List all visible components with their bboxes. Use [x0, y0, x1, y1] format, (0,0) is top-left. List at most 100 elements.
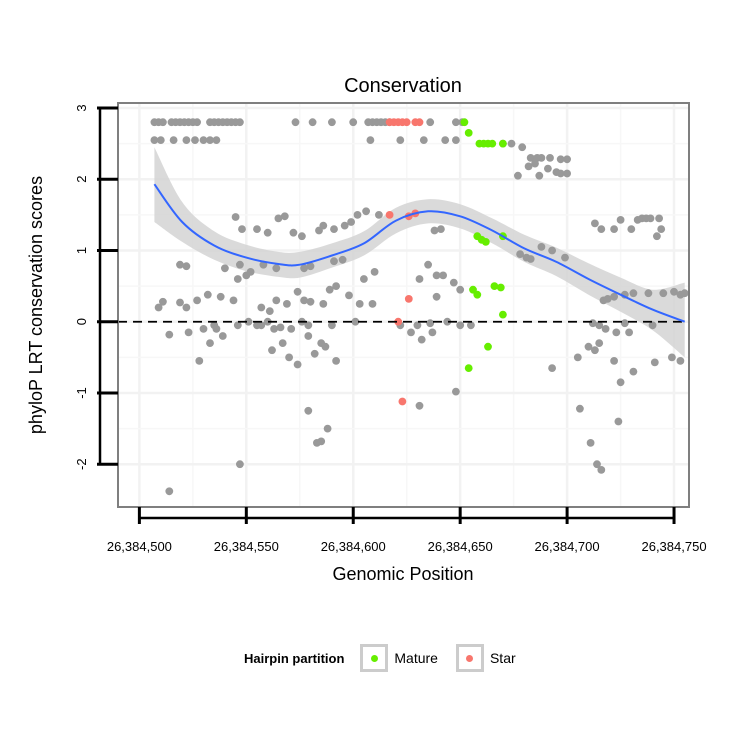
- other-data-point: [182, 136, 191, 145]
- y-tick-label: 0: [74, 318, 89, 325]
- other-data-point: [443, 317, 452, 326]
- other-data-point: [603, 295, 612, 303]
- other-data-point: [268, 346, 276, 355]
- other-data-point: [233, 275, 242, 283]
- other-data-point: [526, 255, 535, 263]
- other-data-point: [236, 118, 244, 127]
- other-data-point: [437, 225, 445, 234]
- other-data-point: [573, 353, 582, 362]
- other-data-point: [355, 300, 364, 308]
- other-data-point: [650, 358, 659, 367]
- other-data-point: [537, 154, 546, 162]
- other-data-point: [629, 289, 638, 298]
- other-data-point: [368, 300, 377, 308]
- other-data-point: [417, 335, 426, 344]
- other-data-point: [182, 262, 191, 271]
- other-data-point: [419, 136, 428, 145]
- other-data-point: [625, 328, 633, 337]
- other-data-point: [514, 171, 522, 180]
- other-data-point: [452, 118, 460, 127]
- other-data-point: [349, 118, 358, 127]
- other-data-point: [576, 404, 584, 413]
- other-data-point: [546, 154, 554, 162]
- plot-border: [117, 102, 690, 508]
- other-data-point: [199, 136, 208, 145]
- other-data-point: [655, 214, 663, 223]
- other-data-point: [293, 360, 302, 369]
- other-data-point: [644, 289, 653, 298]
- star-data-point: [402, 118, 411, 127]
- mature-data-point: [460, 118, 469, 127]
- other-data-point: [159, 118, 167, 127]
- other-data-point: [300, 296, 308, 305]
- other-data-point: [308, 118, 317, 127]
- legend-label-mature: Mature: [394, 650, 438, 666]
- other-data-point: [597, 466, 606, 474]
- other-data-point: [676, 357, 685, 365]
- x-tick-label: 26,384,600: [321, 539, 386, 554]
- other-data-point: [616, 216, 625, 224]
- other-data-point: [370, 268, 379, 276]
- mature-data-point: [499, 310, 507, 319]
- data-points: [150, 118, 689, 496]
- other-data-point: [283, 300, 291, 308]
- other-data-point: [191, 136, 199, 145]
- other-data-point: [276, 323, 285, 332]
- other-data-point: [591, 219, 599, 228]
- other-data-point: [407, 328, 415, 337]
- other-data-point: [328, 321, 336, 330]
- other-data-point: [670, 287, 678, 296]
- x-tick-label: 26,384,700: [535, 539, 600, 554]
- other-data-point: [353, 211, 362, 219]
- other-data-point: [657, 225, 666, 234]
- other-data-point: [449, 278, 458, 287]
- other-data-point: [289, 228, 298, 237]
- other-data-point: [323, 424, 332, 433]
- other-data-point: [535, 171, 544, 180]
- other-data-point: [426, 319, 435, 328]
- mature-data-point: [473, 290, 482, 299]
- other-data-point: [165, 487, 174, 496]
- mature-dot-icon: [370, 654, 378, 662]
- other-data-point: [280, 212, 289, 221]
- other-data-point: [319, 300, 328, 308]
- x-axis-label: Genomic Position: [332, 564, 473, 584]
- other-data-point: [332, 357, 340, 365]
- other-data-point: [325, 285, 334, 294]
- other-data-point: [195, 357, 204, 365]
- other-data-point: [616, 378, 625, 387]
- mature-data-point: [488, 139, 497, 148]
- other-data-point: [424, 260, 432, 269]
- other-data-point: [544, 164, 552, 173]
- other-data-point: [306, 297, 315, 306]
- other-data-point: [231, 213, 240, 221]
- other-data-point: [614, 417, 623, 426]
- other-data-point: [563, 155, 571, 164]
- other-data-point: [236, 260, 244, 269]
- other-data-point: [610, 357, 618, 365]
- other-data-point: [439, 271, 447, 280]
- other-data-point: [467, 321, 475, 330]
- other-data-point: [263, 228, 272, 237]
- other-data-point: [265, 307, 274, 315]
- other-data-point: [456, 321, 465, 330]
- other-data-point: [524, 162, 533, 171]
- other-data-point: [156, 136, 165, 145]
- other-data-point: [595, 321, 604, 330]
- other-data-point: [300, 264, 308, 273]
- other-data-point: [199, 325, 208, 333]
- other-data-point: [285, 353, 293, 362]
- y-axis-label: phyloP LRT conservation scores: [26, 176, 46, 434]
- other-data-point: [229, 296, 238, 305]
- y-tick-label: -1: [74, 387, 89, 399]
- other-data-point: [330, 225, 338, 234]
- other-data-point: [328, 118, 336, 127]
- mature-data-point: [496, 283, 505, 292]
- other-data-point: [236, 460, 244, 469]
- other-data-point: [244, 317, 253, 326]
- other-data-point: [206, 339, 214, 347]
- star-data-point: [385, 211, 394, 219]
- legend: Hairpin partition Mature Star: [244, 640, 534, 676]
- other-data-point: [298, 232, 306, 241]
- y-tick-label: 3: [74, 104, 89, 111]
